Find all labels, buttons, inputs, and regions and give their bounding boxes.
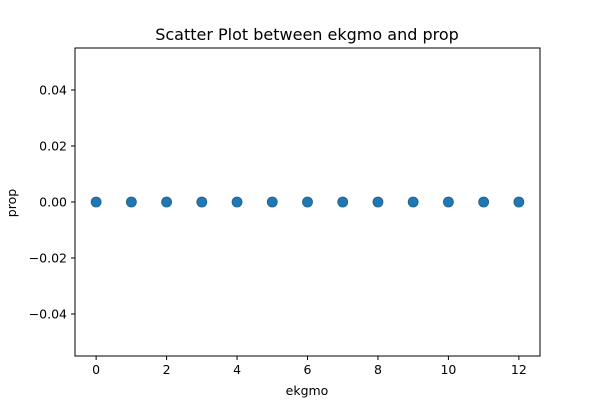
y-axis: −0.04 −0.02 0.00 0.02 0.04: [29, 83, 75, 322]
x-tick-label: 2: [163, 362, 171, 377]
data-point: [161, 196, 172, 208]
data-points: [90, 196, 525, 208]
data-point: [196, 196, 208, 208]
y-tick-label: −0.02: [29, 251, 67, 266]
y-tick-label: 0.02: [39, 139, 67, 154]
chart-title: Scatter Plot between ekgmo and prop: [155, 25, 459, 44]
y-tick-label: 0.00: [39, 195, 67, 210]
x-axis: 0 2 4 6 8 10 12: [92, 356, 527, 377]
data-point: [90, 196, 102, 208]
x-tick-label: 8: [374, 362, 382, 377]
data-point: [478, 196, 490, 208]
data-point: [337, 196, 349, 208]
data-point: [443, 196, 454, 208]
data-point: [266, 196, 278, 208]
data-point: [231, 196, 243, 208]
y-axis-label: prop: [4, 189, 19, 217]
x-tick-label: 10: [440, 362, 456, 377]
y-tick-label: −0.04: [29, 307, 67, 322]
x-tick-label: 4: [233, 362, 241, 377]
y-tick-label: 0.04: [39, 83, 67, 98]
data-point: [407, 196, 419, 208]
data-point: [372, 196, 384, 208]
x-tick-label: 0: [92, 362, 100, 377]
x-tick-label: 12: [511, 362, 527, 377]
x-tick-label: 6: [304, 362, 312, 377]
data-point: [513, 196, 525, 208]
data-point: [125, 196, 137, 208]
data-point: [302, 196, 313, 208]
x-axis-label: ekgmo: [286, 383, 329, 398]
